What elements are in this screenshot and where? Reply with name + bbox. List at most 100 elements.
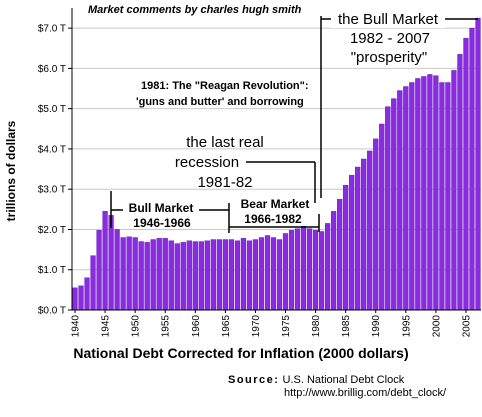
y-tick-label: $2.0 T: [38, 225, 66, 236]
bar-1972: [264, 235, 271, 311]
bar-1995: [403, 86, 409, 311]
bar-1993: [391, 98, 397, 311]
recession-line-3: 1981-82: [197, 174, 252, 191]
bar-2000: [433, 75, 439, 311]
bar-1965: [222, 239, 228, 311]
bar-1986: [349, 174, 355, 311]
y-tick-label: $5.0 T: [38, 104, 66, 115]
bear-market-title: Bear Market: [241, 197, 310, 211]
bar-1958: [180, 242, 186, 311]
bar-1950: [132, 237, 138, 311]
x-tick-label: 1980: [311, 315, 322, 338]
bar-1961: [198, 241, 204, 311]
x-tick-label: 1945: [101, 315, 112, 338]
bar-1964: [216, 239, 222, 311]
bar-1980: [312, 230, 319, 311]
bar-1942: [84, 277, 90, 311]
bull-market-1-title: Bull Market: [129, 201, 194, 215]
bar-1975: [282, 233, 289, 311]
bar-series: [72, 17, 481, 311]
bar-1955: [162, 238, 168, 311]
bar-1946: [108, 215, 114, 311]
source-text: U.S. National Debt Clock: [282, 374, 405, 386]
bar-2004: [457, 54, 463, 311]
bar-1959: [186, 240, 192, 311]
bar-1954: [156, 238, 162, 311]
bar-1952: [144, 242, 150, 311]
y-axis-label: trillions of dollars: [4, 120, 18, 221]
bar-1992: [385, 106, 391, 311]
y-tick-label: $6.0 T: [38, 64, 66, 75]
bar-1960: [192, 241, 198, 311]
bar-1957: [174, 243, 180, 311]
x-tick-label: 1950: [131, 315, 142, 338]
bar-1953: [150, 239, 156, 311]
y-tick-label: $7.0 T: [38, 24, 66, 35]
bar-2003: [451, 70, 457, 311]
bar-1969: [246, 240, 253, 311]
annotations: Bull Market 1946-1966 Bear Market 1966-1…: [110, 11, 478, 233]
y-tick-labels: $0.0 T $1.0 T $2.0 T $3.0 T $4.0 T $5.0 T $6.0…: [38, 24, 72, 317]
bar-1944: [96, 230, 102, 311]
x-tick-label: 1955: [161, 315, 172, 338]
bar-1981: [319, 231, 325, 311]
bar-1998: [421, 76, 427, 311]
bar-1999: [427, 74, 433, 311]
x-tick-label: 2000: [431, 315, 442, 338]
bar-1988: [361, 158, 367, 311]
x-tick-labels: 1940 1945 1950 1955 1960 1965 1970 1975 1980 1985…: [71, 310, 472, 338]
y-tick-label: $0.0 T: [38, 306, 66, 317]
x-tick-label: 1965: [221, 315, 232, 338]
axes: [71, 8, 481, 311]
bar-2005: [463, 38, 469, 311]
x-axis-label: National Debt Corrected for Inflation (2…: [73, 345, 409, 361]
bar-1984: [337, 199, 343, 311]
bar-1962: [204, 240, 210, 311]
bar-2001: [439, 82, 445, 311]
reagan-line-1: 1981: The "Reagan Revolution":: [141, 80, 309, 92]
bar-1977: [294, 228, 301, 311]
bar-1941: [78, 285, 84, 311]
bar-1983: [331, 211, 337, 311]
bar-2006: [469, 27, 475, 311]
source-line: Source: U.S. National Debt Clock: [228, 374, 404, 386]
bar-1985: [343, 184, 349, 311]
bar-2002: [445, 82, 451, 311]
source-url: http://www.brillig.com/debt_clock/: [284, 387, 447, 399]
bar-1974: [276, 239, 283, 311]
y-tick-label: $1.0 T: [38, 265, 66, 276]
y-tick-label: $3.0 T: [38, 185, 66, 196]
bar-1979: [306, 228, 313, 311]
bar-1966: [228, 239, 234, 311]
bar-1994: [397, 90, 403, 311]
bar-1990: [373, 138, 379, 311]
bull-market-2-years: 1982 - 2007: [350, 30, 430, 47]
grid-lines: [72, 27, 481, 271]
y-tick-label: $4.0 T: [38, 144, 66, 155]
x-tick-label: 1960: [191, 315, 202, 338]
bar-1989: [367, 150, 373, 311]
bull-market-2-title: the Bull Market: [338, 11, 439, 28]
bar-2007: [475, 17, 481, 311]
bar-1982: [325, 223, 331, 311]
bar-1947: [114, 229, 120, 311]
bar-1978: [300, 226, 307, 311]
bar-1943: [90, 255, 96, 311]
source-label: Source:: [228, 374, 280, 386]
bar-1967: [234, 240, 241, 311]
bull-market-2-label: "prosperity": [351, 49, 428, 66]
bar-1996: [409, 82, 415, 311]
bar-1971: [258, 237, 265, 311]
x-tick-label: 1990: [371, 315, 382, 338]
bar-1991: [379, 123, 385, 311]
bar-1956: [168, 240, 174, 311]
bear-market-years: 1966-1982: [244, 212, 302, 226]
bull-market-1-years: 1946-1966: [133, 216, 191, 230]
bar-1968: [240, 238, 247, 311]
x-tick-label: 1985: [341, 315, 352, 338]
x-tick-label: 1975: [281, 315, 292, 338]
bar-1973: [270, 237, 277, 311]
bar-1951: [138, 241, 144, 311]
bar-1948: [120, 237, 126, 311]
